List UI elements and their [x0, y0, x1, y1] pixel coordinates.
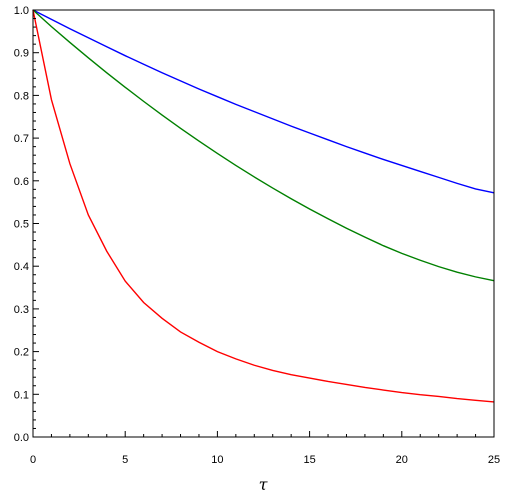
y-axis-ticks: 0.0 0.1 0.2 0.3 0.4 0.5 0.6 0.7 0.8 0.9 1.0 — [14, 5, 39, 444]
x-tick-label: 25 — [488, 454, 500, 466]
x-tick-label: 5 — [122, 454, 128, 466]
y-tick-label: 0.0 — [14, 432, 29, 444]
y-tick-label: 0.9 — [14, 48, 29, 60]
y-tick-label: 0.4 — [14, 261, 29, 273]
x-axis-label: τ — [259, 475, 269, 494]
y-tick-label: 0.5 — [14, 219, 29, 231]
series-line-2 — [32, 9, 495, 282]
x-tick-label: 20 — [396, 454, 408, 466]
x-tick-label: 10 — [211, 454, 223, 466]
y-tick-label: 0.1 — [14, 389, 29, 401]
y-tick-label: 0.6 — [14, 176, 29, 188]
series-line-3 — [32, 9, 495, 403]
x-axis-ticks: 0 5 10 15 20 25 — [30, 431, 500, 466]
x-tick-label: 15 — [303, 454, 315, 466]
plot-frame — [32, 9, 495, 438]
y-tick-label: 0.2 — [14, 347, 29, 359]
plot-series — [32, 9, 495, 403]
y-tick-label: 0.7 — [14, 133, 29, 145]
y-tick-label: 0.3 — [14, 304, 29, 316]
series-line-1 — [32, 9, 495, 194]
x-tick-label: 0 — [30, 454, 36, 466]
y-tick-label: 0.8 — [14, 90, 29, 102]
y-tick-label: 1.0 — [14, 5, 29, 17]
